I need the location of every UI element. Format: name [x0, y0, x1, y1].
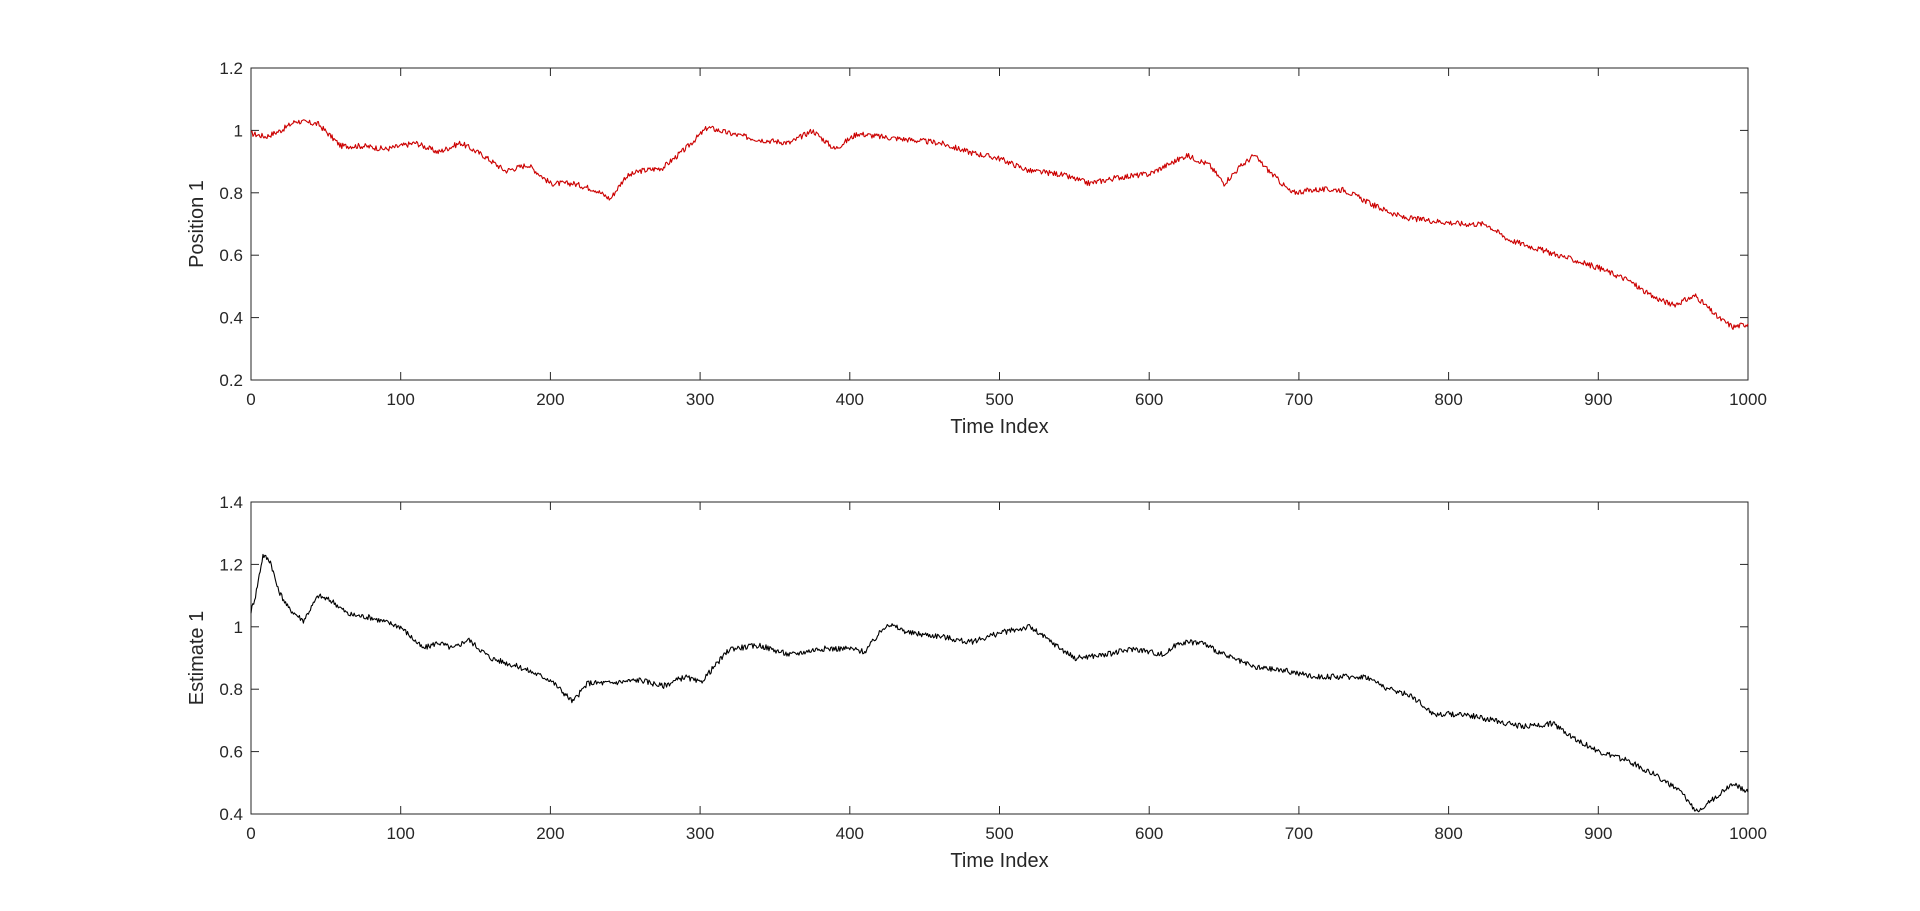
estimate-y-tick-label: 0.8	[219, 680, 243, 699]
position-plot-area	[250, 67, 1749, 381]
position-x-tick-label: 0	[246, 390, 255, 409]
position-y-tick-label: 0.8	[219, 184, 243, 203]
estimate-x-tick-label: 500	[985, 824, 1013, 843]
position-y-tick-label: 1	[234, 121, 243, 140]
estimate-x-tick-label: 900	[1584, 824, 1612, 843]
position-x-tick-label: 500	[985, 390, 1013, 409]
estimate-x-tick-label: 300	[686, 824, 714, 843]
position-y-axis-label: Position 1	[186, 180, 208, 268]
position-y-tick-label: 0.4	[219, 309, 243, 328]
position-x-tick-label: 300	[686, 390, 714, 409]
estimate-x-tick-label: 0	[246, 824, 255, 843]
position-x-tick-label: 800	[1434, 390, 1462, 409]
estimate-x-tick-label: 700	[1285, 824, 1313, 843]
position-x-tick-label: 400	[836, 390, 864, 409]
estimate-y-tick-label: 1.4	[219, 493, 243, 512]
estimate-series-line	[250, 553, 1749, 813]
position-x-tick-label: 700	[1285, 390, 1313, 409]
estimate-panel: 0 100 200 300 400 500 600 700 800 900 1000 0.4 0.6 0.…	[186, 493, 1767, 872]
estimate-y-tick-label: 0.6	[219, 743, 243, 762]
position-y-tick-label: 0.6	[219, 246, 243, 265]
estimate-x-tick-label: 600	[1135, 824, 1163, 843]
estimate-x-tick-label: 100	[387, 824, 415, 843]
position-y-tick-label: 0.2	[219, 371, 243, 390]
estimate-x-tick-label: 1000	[1729, 824, 1767, 843]
position-x-tick-label: 200	[536, 390, 564, 409]
estimate-x-axis-label: Time Index	[950, 850, 1048, 872]
position-series-line	[250, 119, 1749, 330]
estimate-y-tick-label: 0.4	[219, 805, 243, 824]
position-x-tick-label: 100	[387, 390, 415, 409]
estimate-x-tick-label: 200	[536, 824, 564, 843]
position-x-axis-label: Time Index	[950, 416, 1048, 438]
position-panel: 0 100 200 300 400 500 600 700 800 900 1000 0.2 0.4 0.…	[186, 59, 1767, 438]
estimate-plot-area	[250, 501, 1749, 815]
estimate-y-tick-label: 1.2	[219, 555, 243, 574]
position-y-tick-label: 1.2	[219, 59, 243, 78]
estimate-x-tick-label: 400	[836, 824, 864, 843]
position-x-tick-label: 900	[1584, 390, 1612, 409]
estimate-y-tick-label: 1	[234, 618, 243, 637]
estimate-x-tick-label: 800	[1434, 824, 1462, 843]
position-x-tick-label: 1000	[1729, 390, 1767, 409]
estimate-y-axis-label: Estimate 1	[186, 611, 208, 705]
position-x-tick-label: 600	[1135, 390, 1163, 409]
